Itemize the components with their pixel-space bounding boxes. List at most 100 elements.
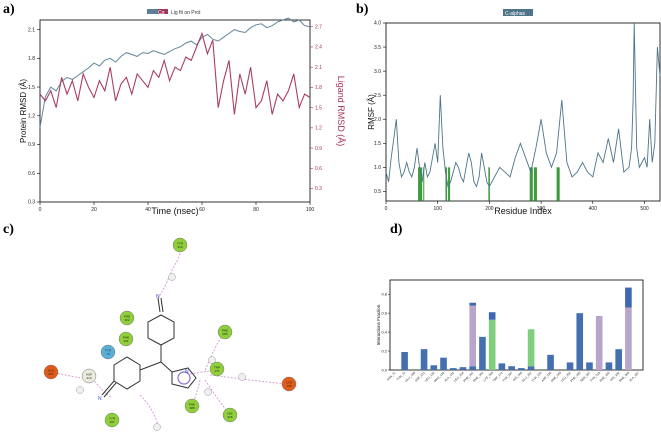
residue-number: 285 [222,332,227,336]
residue-number: 162 [124,318,129,322]
rmsf-ytick-label: 1.0 [374,165,381,171]
sse-band [423,167,425,201]
rmsf-xlabel: Residue Index [494,206,552,216]
residue-name: HIS [227,412,232,416]
bar-ala_132-s0 [449,368,457,370]
rmsd-y2tick-label: 1.2 [315,126,322,132]
sse-band [556,167,560,201]
interactions-ytick-label: 0.8 [381,292,387,297]
bar-leu_126-s0 [430,365,438,370]
rmsd-xtick-label: 0 [39,207,42,213]
residue-circle [281,376,297,392]
rmsd-ytick-label: 0.3 [28,200,35,206]
bar-leu_154-s0 [459,367,467,370]
residue-circle [172,237,188,253]
rmsf-series [385,22,661,188]
rmsd-plot-frame [39,19,311,203]
rmsd-ytick-label: 0.9 [28,142,35,148]
rmsf-ylabel: RMSF (Å) [367,94,376,130]
residue-circle [217,324,233,340]
residue-number: 207 [48,372,53,376]
ligand-structure [101,297,197,398]
nitrogen-labels: N N N [98,294,189,402]
rmsd-xtick-label: 20 [91,207,97,213]
interactions-ytick-label: 0.6 [381,311,387,316]
aromatic-ring-markers [177,371,191,385]
bar-glu_207-s2 [527,329,535,367]
bar-ser_287-s0 [586,362,593,370]
residue-circle [209,361,225,377]
rmsf-chart: 0 100 200 300 400 500 0.5 1.0 1.5 2.0 2.5 3.0 3.5 4.0… [367,9,661,216]
rmsf-plot-frame [385,22,661,202]
interactions-ytick-label: 0.0 [381,367,387,372]
residue-circle [100,344,116,360]
rmsd-chart: 0 20 40 60 80 100 0.3 0.6 0.9 1.2 1.5 1.8 2.1 0.3 0.6 0… [19,9,346,216]
rmsd-series-1 [39,31,311,115]
legend-label-ligand: Lig fit on Prot [171,10,201,16]
sse-band [418,167,423,201]
interactions-xtick-label: PHE_325 [599,371,611,383]
residue-name: PHE [222,329,228,333]
bar-tyr_319-s1 [595,316,603,370]
rmsd-y2tick-label: 0.9 [315,146,322,152]
rmsf-xtick-label: 300 [537,206,546,212]
bar-his_203-s0 [518,368,525,370]
interactions-ytick-label: 0.4 [381,330,387,335]
nitrogen-atom-left: N [98,396,102,402]
residue-name: GLU [48,369,54,373]
rmsd-ytick-label: 1.8 [28,56,35,62]
residue-name: PHE [124,315,130,319]
bar-phe_325-s0 [605,362,613,370]
rmsf-ytick-label: 0.5 [374,189,381,195]
rmsf-legend: C-alphas [503,9,533,17]
rmsd-y2tick-label: 1.8 [315,85,322,91]
panel-d-letter: d) [390,222,403,237]
residue-number: 326 [227,415,232,419]
rmsf-ytick-label: 1.5 [374,141,381,147]
residue-name: TRP [214,366,220,370]
bar-phe_161-s1 [469,305,477,367]
rmsf-xtick-label: 200 [485,206,494,212]
rmsf-xtick-label: 500 [640,206,649,212]
interactions-xtick-label: LYS_169 [482,371,494,383]
rmsd-y2tick-label: 0.3 [315,186,322,192]
rmsd-ytick-label: 0.6 [28,171,35,177]
residue-number: 169 [286,384,291,388]
panel-a-letter: a) [3,2,15,17]
residue-circle [104,412,120,428]
rmsd-ytick-label: 1.5 [28,85,35,91]
rmsd-y2label: Ligand RMSD (Å) [336,76,346,147]
water-4 [76,386,84,394]
bar-tyr_74-s0 [401,352,408,370]
residue-circle [222,407,238,423]
bar-tyr_197-s0 [508,366,515,370]
interactions-xtick-label: HIS_326 [609,371,620,382]
rmsf-xtick-label: 400 [589,206,598,212]
interactions-plot-frame [389,279,644,371]
residue-name: PHE [123,336,129,340]
rmsf-xtick-label: 100 [434,206,443,212]
interactions-xtick-label: PHE_162 [472,371,484,383]
legend-label-calphas: C-alphas [505,11,526,17]
bar-phe_388-s3 [625,287,632,308]
bar-lys_169-s2 [488,319,496,370]
rmsd-series-0 [39,17,311,128]
interactions-ylabel: Interactions Fraction [376,304,381,345]
rmsd-ytick-label: 2.1 [28,27,35,33]
rmsd-y2tick-label: 0.6 [315,166,322,172]
bar-his_326-s0 [615,349,622,370]
rmsf-ytick-label: 4.0 [374,21,381,27]
bar-lys_169-s3 [488,312,496,320]
residue-number: 161 [123,339,128,343]
interactions-xtick-label: TYR_197 [502,371,514,383]
nitrogen-atom-ring: N [185,369,189,375]
bar-phe_388-s1 [625,307,632,370]
